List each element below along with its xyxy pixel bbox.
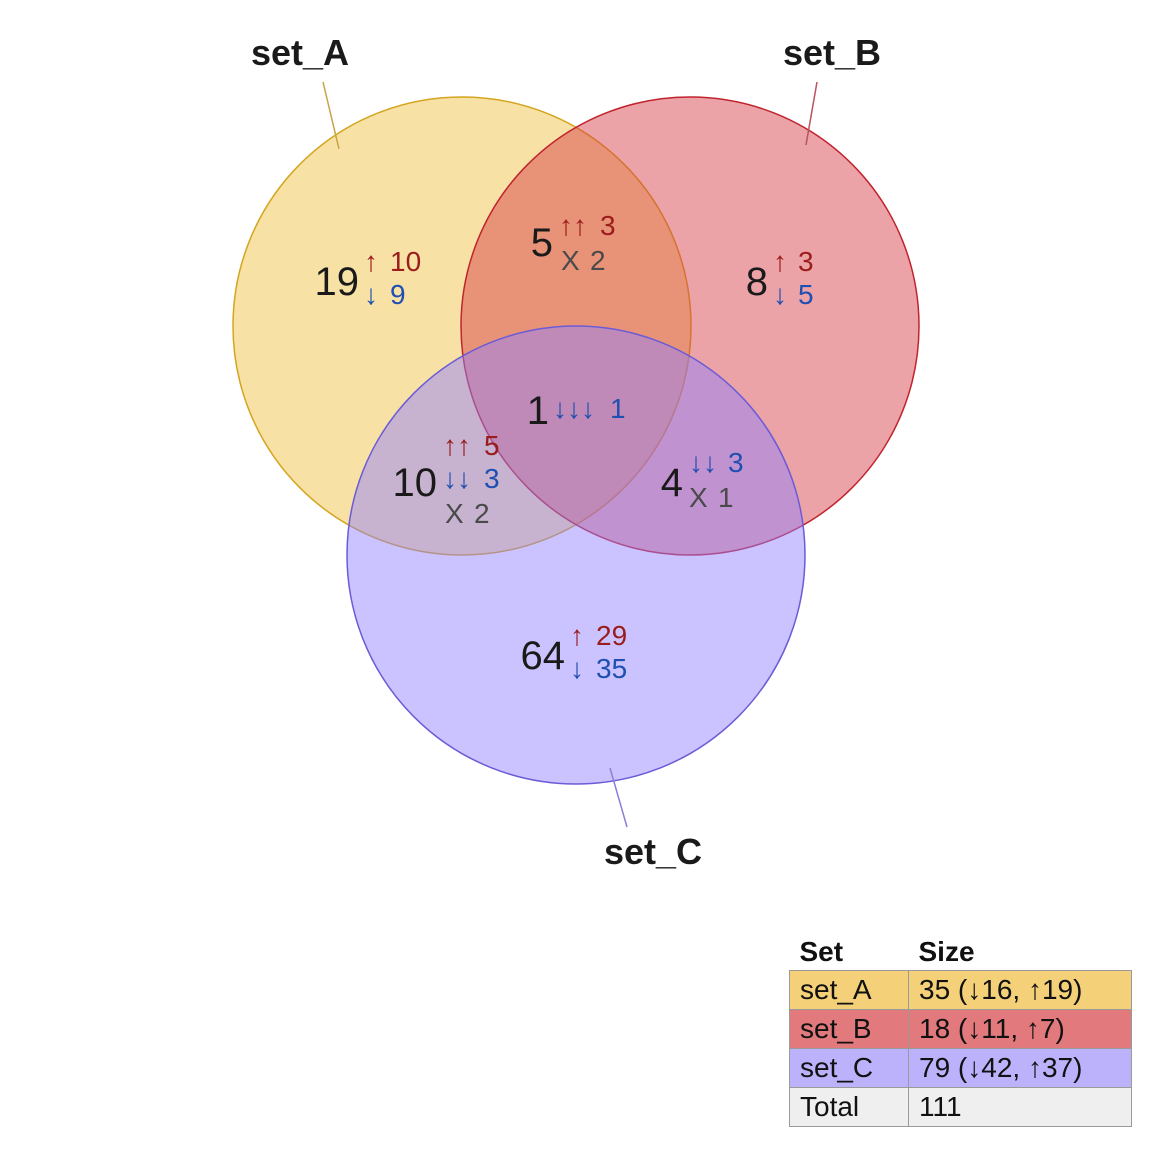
region-ac-up-count: 5 <box>484 430 500 461</box>
region-ab-up-count: 3 <box>600 210 616 241</box>
table-cell-set: set_A <box>789 970 909 1010</box>
region-a-only: 19 ↑ 10 ↓ 9 <box>315 246 422 310</box>
set-a-circle <box>232 96 692 556</box>
region-c-only-count: 64 <box>521 634 566 678</box>
set-b-label: set_B <box>783 32 881 73</box>
region-abc: 1 ↓↓↓ 1 <box>527 389 626 433</box>
table-cell-set: set_C <box>789 1048 909 1088</box>
table-cell-size: 18 (↓11, ↑7) <box>908 1009 1132 1049</box>
region-bc-mixed-symbol: X <box>689 482 708 513</box>
table-row: set_A 35 (↓16, ↑19) <box>789 970 1132 1010</box>
set-circles <box>232 96 920 785</box>
set-c-label: set_C <box>604 831 702 872</box>
region-ac-down-arrows: ↓↓ <box>443 463 471 494</box>
region-abc-down-count: 1 <box>610 393 626 424</box>
region-b-only-up-count: 3 <box>798 246 814 277</box>
region-bc-down-arrows: ↓↓ <box>689 447 717 478</box>
region-ac-mixed-count: 2 <box>474 498 490 529</box>
table-cell-set: set_B <box>789 1009 909 1049</box>
set-b-leader-line <box>805 81 818 146</box>
table-header-set: Set <box>799 936 844 967</box>
region-bc-count: 4 <box>661 461 683 505</box>
region-a-only-up-count: 10 <box>390 246 421 277</box>
region-ac-up-arrows: ↑↑ <box>443 430 471 461</box>
region-abc-count: 1 <box>527 389 549 433</box>
table-cell-size: 35 (↓16, ↑19) <box>908 970 1132 1010</box>
region-b-only-up-arrows: ↑ <box>773 246 787 277</box>
region-c-only-down-count: 35 <box>596 653 627 684</box>
region-c-only-up-arrows: ↑ <box>570 620 584 651</box>
venn-diagram: set_A set_B set_C 19 ↑ 10 ↓ 9 8 ↑ 3 ↓ 5 … <box>232 32 920 872</box>
region-a-only-down-arrows: ↓ <box>364 279 378 310</box>
region-ac-mixed-symbol: X <box>445 498 464 529</box>
table-row: set_B 18 (↓11, ↑7) <box>789 1009 1132 1049</box>
set-c-leader-line <box>609 767 628 828</box>
region-b-only: 8 ↑ 3 ↓ 5 <box>746 246 814 310</box>
region-ab-mixed-count: 2 <box>590 245 606 276</box>
region-ab-up-arrows: ↑↑ <box>559 210 587 241</box>
table-cell-size: 111 <box>908 1087 1132 1127</box>
region-c-only-up-count: 29 <box>596 620 627 651</box>
table-row-total: Total 111 <box>789 1087 1132 1127</box>
region-c-only-down-arrows: ↓ <box>570 653 584 684</box>
region-a-only-down-count: 9 <box>390 279 406 310</box>
region-a-only-count: 19 <box>315 260 360 304</box>
region-ab-mixed-symbol: X <box>561 245 580 276</box>
region-b-only-down-count: 5 <box>798 279 814 310</box>
region-abc-down-arrows: ↓↓↓ <box>553 393 595 424</box>
table-header-row: Set Size <box>790 934 1132 971</box>
table-row: set_C 79 (↓42, ↑37) <box>789 1048 1132 1088</box>
set-a-label: set_A <box>251 32 349 73</box>
region-b-only-down-arrows: ↓ <box>773 279 787 310</box>
set-size-table: Set Size set_A 35 (↓16, ↑19) set_B 18 (↓… <box>789 934 1132 1127</box>
table-header-size: Size <box>918 936 975 967</box>
table-cell-set: Total <box>789 1087 909 1127</box>
set-c-circle <box>346 325 806 785</box>
region-c-only: 64 ↑ 29 ↓ 35 <box>521 620 628 684</box>
set-a-leader-line <box>322 81 340 150</box>
set-label-leaders <box>322 81 818 828</box>
table-cell-size: 79 (↓42, ↑37) <box>908 1048 1132 1088</box>
set-labels: set_A set_B set_C <box>251 32 881 872</box>
region-b-only-count: 8 <box>746 260 768 304</box>
region-bc-mixed-count: 1 <box>718 482 734 513</box>
region-ab: 5 ↑↑ 3 X 2 <box>531 210 616 276</box>
region-ac-down-count: 3 <box>484 463 500 494</box>
region-ac-count: 10 <box>393 461 438 505</box>
region-bc: 4 ↓↓ 3 X 1 <box>661 447 744 513</box>
region-a-only-up-arrows: ↑ <box>364 246 378 277</box>
region-ac: 10 ↑↑ 5 ↓↓ 3 X 2 <box>393 430 500 529</box>
region-ab-count: 5 <box>531 221 553 265</box>
set-b-circle <box>460 96 920 556</box>
region-bc-down-count: 3 <box>728 447 744 478</box>
